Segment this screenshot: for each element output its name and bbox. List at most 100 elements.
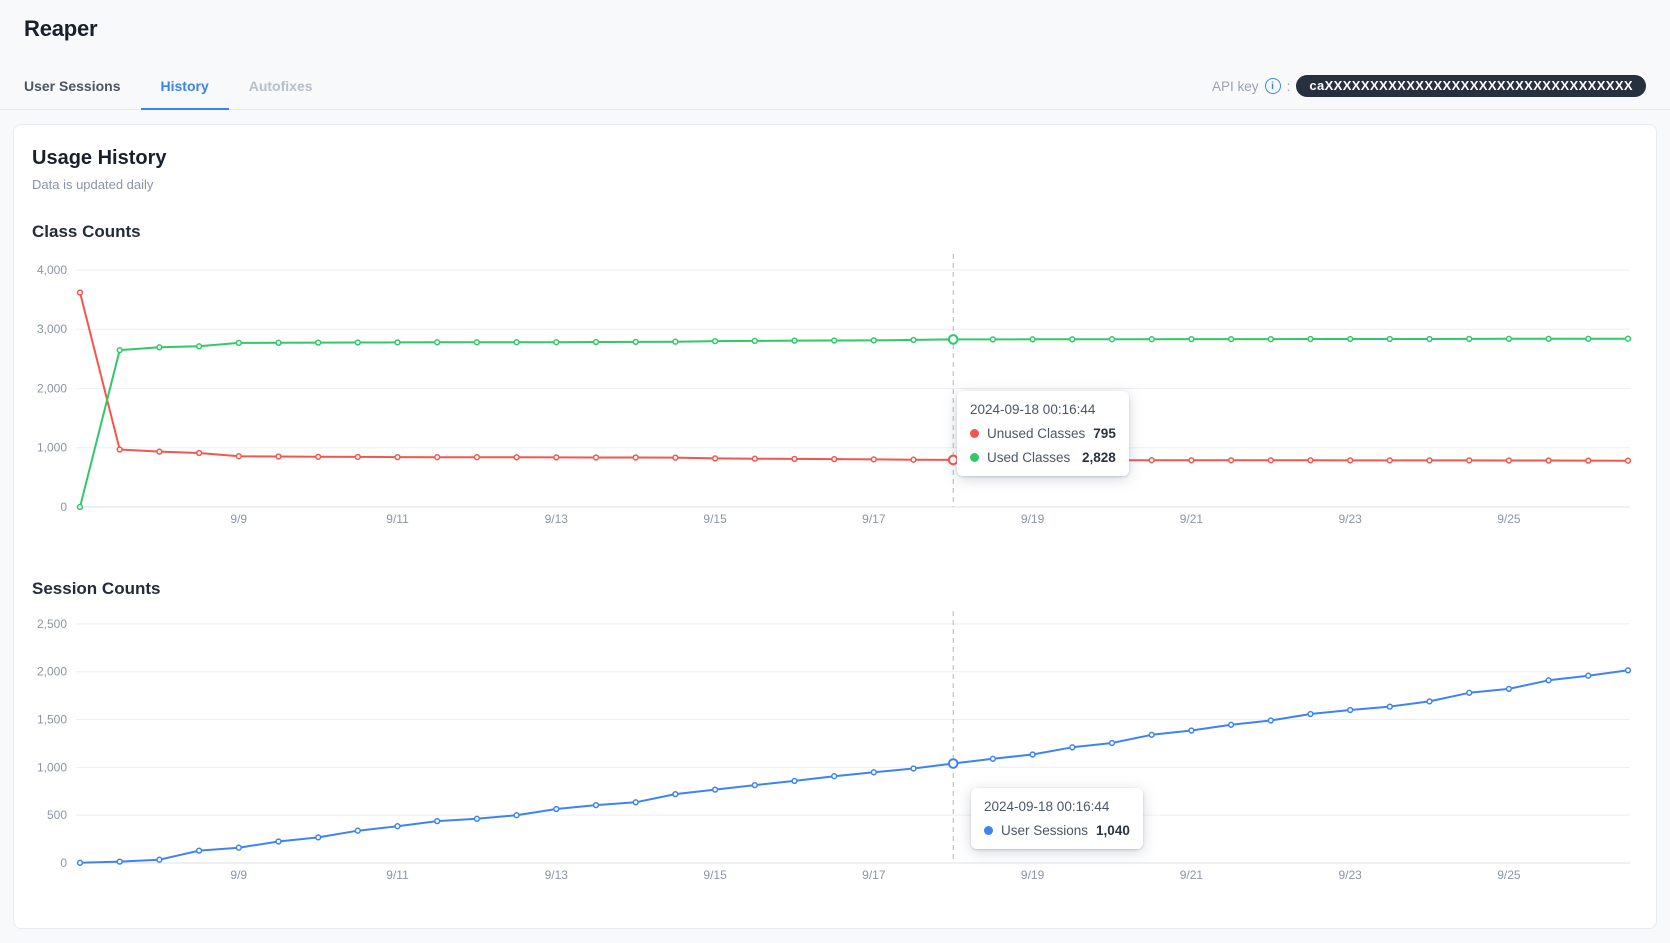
data-point[interactable] <box>870 337 877 344</box>
data-point[interactable] <box>156 344 163 351</box>
data-point[interactable] <box>1505 335 1513 342</box>
data-point[interactable] <box>791 455 798 463</box>
data-point[interactable] <box>1545 457 1552 464</box>
data-point[interactable] <box>195 343 203 350</box>
data-point[interactable] <box>76 289 84 296</box>
data-point[interactable] <box>473 815 481 822</box>
data-point[interactable] <box>275 838 282 845</box>
data-point[interactable] <box>751 455 758 462</box>
data-point[interactable] <box>791 777 798 785</box>
data-point[interactable] <box>791 337 798 344</box>
data-point[interactable] <box>275 339 282 346</box>
data-point[interactable] <box>1029 336 1036 343</box>
data-point[interactable] <box>751 781 758 789</box>
data-point[interactable] <box>1347 457 1354 464</box>
data-point[interactable] <box>275 453 282 460</box>
data-point[interactable] <box>513 812 520 819</box>
data-point[interactable] <box>592 801 600 809</box>
data-point[interactable] <box>910 765 917 772</box>
data-point[interactable] <box>1386 457 1393 464</box>
data-point[interactable] <box>910 456 917 463</box>
data-point[interactable] <box>1505 685 1513 693</box>
data-point[interactable] <box>1267 457 1274 464</box>
data-point[interactable] <box>473 454 481 461</box>
info-icon[interactable]: i <box>1264 78 1281 94</box>
data-point[interactable] <box>235 339 242 347</box>
data-point[interactable] <box>1505 457 1513 464</box>
data-point[interactable] <box>1347 335 1354 343</box>
data-point[interactable] <box>592 454 600 461</box>
data-point[interactable] <box>831 773 838 780</box>
data-point[interactable] <box>1624 457 1632 464</box>
data-point[interactable] <box>354 339 361 346</box>
class-counts-chart[interactable]: 0 1,000 2,000 3,000 4,000 9/9 9/11 9/13 9/15 9/17… <box>32 252 1632 537</box>
data-point[interactable] <box>831 337 838 344</box>
tab-user-sessions[interactable]: User Sessions <box>24 78 121 94</box>
data-point[interactable] <box>315 339 322 346</box>
data-point[interactable] <box>553 339 560 346</box>
tab-autofixes[interactable]: Autofixes <box>248 78 313 94</box>
data-point[interactable] <box>1426 335 1433 343</box>
data-point[interactable] <box>1188 457 1195 464</box>
data-point[interactable] <box>354 827 361 834</box>
data-point[interactable] <box>1545 677 1552 684</box>
data-point[interactable] <box>632 454 639 461</box>
data-point[interactable] <box>1624 335 1632 342</box>
data-point[interactable] <box>672 790 679 798</box>
data-point[interactable] <box>870 769 877 776</box>
chart-svg[interactable]: 0 500 1,000 1,500 2,000 2,500 9/9 9/11 9/13 9/15 9… <box>32 609 1632 893</box>
data-point[interactable] <box>947 758 959 769</box>
data-point[interactable] <box>553 454 560 461</box>
data-point[interactable] <box>156 856 163 863</box>
data-point[interactable] <box>553 805 560 813</box>
data-point[interactable] <box>1466 335 1473 343</box>
data-point[interactable] <box>1466 457 1473 464</box>
data-point[interactable] <box>116 858 123 865</box>
data-point[interactable] <box>195 449 203 457</box>
data-point[interactable] <box>1069 336 1076 343</box>
data-point[interactable] <box>1227 457 1235 464</box>
data-point[interactable] <box>711 786 719 793</box>
data-point[interactable] <box>989 336 997 343</box>
data-point[interactable] <box>1148 457 1155 464</box>
data-point[interactable] <box>831 455 838 463</box>
data-point[interactable] <box>1069 744 1076 751</box>
data-point[interactable] <box>672 338 679 345</box>
data-point[interactable] <box>910 336 917 344</box>
data-point[interactable] <box>711 337 719 345</box>
data-point[interactable] <box>1585 457 1592 464</box>
data-point[interactable] <box>116 346 123 354</box>
data-point[interactable] <box>1347 706 1354 714</box>
data-point[interactable] <box>1307 335 1314 343</box>
data-point[interactable] <box>354 453 361 461</box>
data-point[interactable] <box>394 823 401 830</box>
data-point[interactable] <box>1188 727 1195 734</box>
chart-svg[interactable]: 0 1,000 2,000 3,000 4,000 9/9 9/11 9/13 9/15 9/17… <box>32 252 1632 532</box>
data-point[interactable] <box>434 454 441 461</box>
data-point[interactable] <box>116 446 123 453</box>
data-point[interactable] <box>711 455 719 462</box>
session-counts-chart[interactable]: 0 500 1,000 1,500 2,000 2,500 9/9 9/11 9/13 9/15 9… <box>32 609 1632 898</box>
api-key-value[interactable]: caXXXXXXXXXXXXXXXXXXXXXXXXXXXXXXXXXX <box>1296 75 1646 97</box>
data-point[interactable] <box>1267 335 1274 343</box>
tab-history[interactable]: History <box>140 70 229 110</box>
data-point[interactable] <box>513 339 520 346</box>
data-point[interactable] <box>1426 457 1433 464</box>
data-point[interactable] <box>1386 703 1393 710</box>
data-point[interactable] <box>156 448 163 455</box>
data-point[interactable] <box>235 844 242 851</box>
data-point[interactable] <box>1585 672 1592 679</box>
data-point[interactable] <box>1029 751 1036 758</box>
data-point[interactable] <box>1188 335 1195 343</box>
data-point[interactable] <box>394 453 401 461</box>
data-point[interactable] <box>315 834 322 841</box>
data-point[interactable] <box>394 339 401 346</box>
data-point[interactable] <box>751 337 758 345</box>
data-point[interactable] <box>672 454 679 461</box>
data-point[interactable] <box>632 338 639 346</box>
data-point[interactable] <box>76 503 84 511</box>
data-point[interactable] <box>1624 667 1632 674</box>
data-point[interactable] <box>315 453 322 460</box>
data-point[interactable] <box>1267 717 1274 724</box>
data-point[interactable] <box>1466 689 1473 696</box>
